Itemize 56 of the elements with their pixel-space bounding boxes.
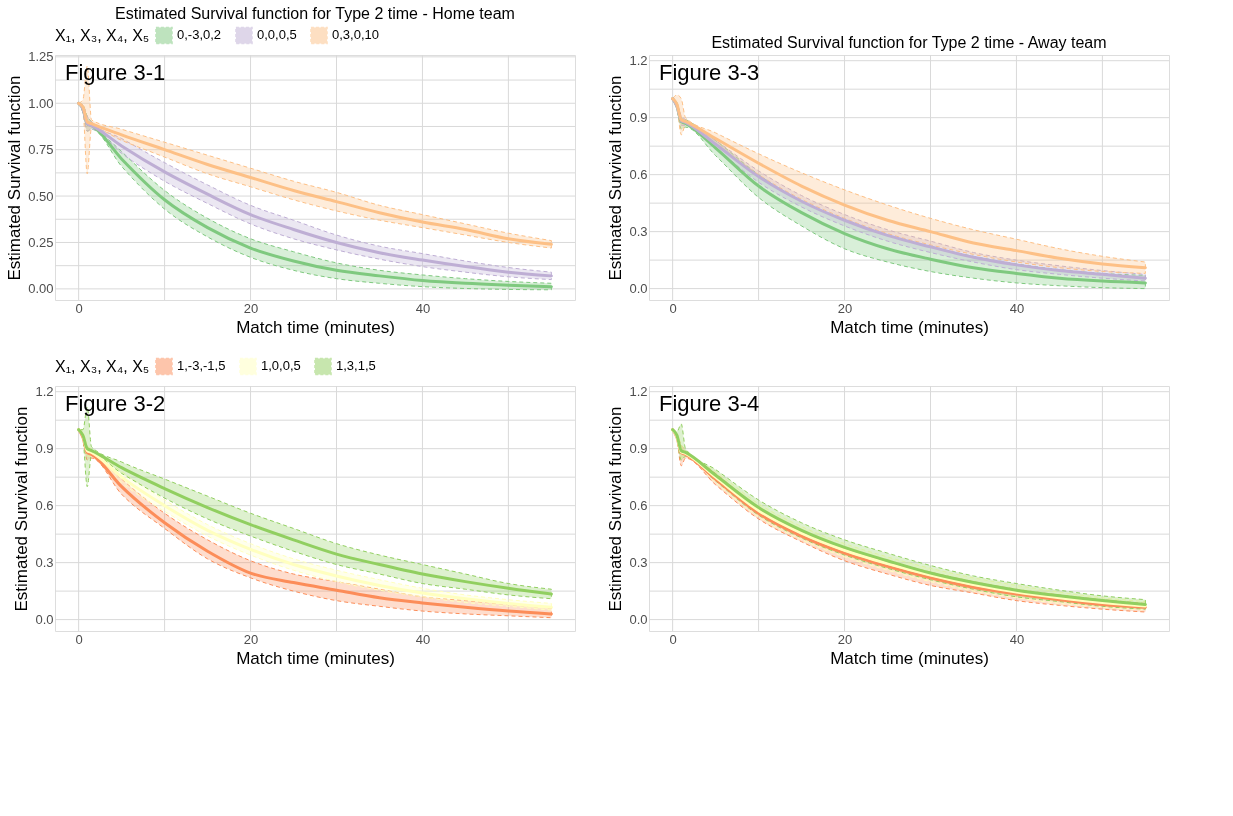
legend-title: X₁, X₃, X₄, X₅ [55, 27, 150, 44]
y-tick-label: 0.0 [629, 281, 648, 297]
y-tick-label: 0.75 [28, 142, 54, 158]
annotation: Figure 3-2 [65, 391, 166, 416]
y-axis-title: Estimated Survival function [606, 75, 626, 281]
x-tick-label: 0 [75, 631, 83, 647]
y-axis-title: Estimated Survival function [12, 406, 32, 612]
y-tick-label: 0.0 [35, 612, 54, 628]
y-tick-label: 0.0 [629, 612, 648, 628]
chart-title: Estimated Survival function for Type 2 time - Away team [711, 33, 1107, 51]
y-axis-title: Estimated Survival function [606, 406, 626, 612]
annotation: Figure 3-1 [65, 60, 166, 85]
y-tick-label: 1.25 [28, 49, 54, 65]
y-tick-label: 0.9 [35, 441, 54, 457]
x-tick-label: 40 [415, 300, 431, 316]
annotation: Figure 3-3 [659, 60, 760, 85]
y-tick-label: 1.2 [629, 384, 648, 400]
y-axis-title: Estimated Survival function [5, 75, 25, 281]
y-tick-label: 0.50 [28, 188, 54, 204]
y-tick-label: 0.3 [35, 555, 54, 571]
legend-label: 0,-3,0,2 [177, 27, 222, 43]
x-axis-title: Match time (minutes) [236, 648, 395, 668]
y-tick-label: 1.00 [28, 95, 54, 111]
y-tick-label: 1.2 [35, 384, 54, 400]
y-tick-label: 0.9 [629, 110, 648, 126]
x-tick-label: 20 [837, 631, 853, 647]
chart-title: Estimated Survival function for Type 2 time - Home team [115, 5, 515, 22]
y-tick-label: 0.3 [629, 555, 648, 571]
y-tick-label: 0.6 [629, 498, 648, 514]
y-tick-label: 0.3 [629, 224, 648, 240]
legend-label: 1,0,0,5 [261, 358, 301, 374]
x-tick-label: 0 [669, 631, 677, 647]
x-tick-label: 0 [669, 300, 677, 316]
x-axis-title: Match time (minutes) [830, 317, 989, 337]
x-axis-title: Match time (minutes) [236, 317, 395, 337]
line-series [77, 101, 553, 246]
y-tick-label: 0.9 [629, 441, 648, 457]
x-axis-title: Match time (minutes) [830, 648, 989, 668]
y-tick-label: 0.00 [28, 281, 54, 297]
legend-title: X₁, X₃, X₄, X₅ [55, 358, 150, 375]
x-tick-label: 20 [243, 631, 259, 647]
y-tick-label: 1.2 [629, 53, 648, 69]
x-tick-label: 20 [837, 300, 853, 316]
legend-label: 0,0,0,5 [257, 27, 297, 43]
x-tick-label: 20 [243, 300, 259, 316]
x-tick-label: 40 [1009, 631, 1025, 647]
legend-label: 1,-3,-1,5 [177, 358, 226, 374]
legend-label: 1,3,1,5 [336, 358, 376, 374]
y-tick-label: 0.6 [629, 167, 648, 183]
x-tick-label: 40 [1009, 300, 1025, 316]
x-tick-label: 0 [75, 300, 83, 316]
y-tick-label: 0.6 [35, 498, 54, 514]
y-tick-label: 0.25 [28, 234, 54, 250]
x-tick-label: 40 [415, 631, 431, 647]
annotation: Figure 3-4 [659, 391, 760, 416]
legend-label: 0,3,0,10 [332, 27, 379, 43]
